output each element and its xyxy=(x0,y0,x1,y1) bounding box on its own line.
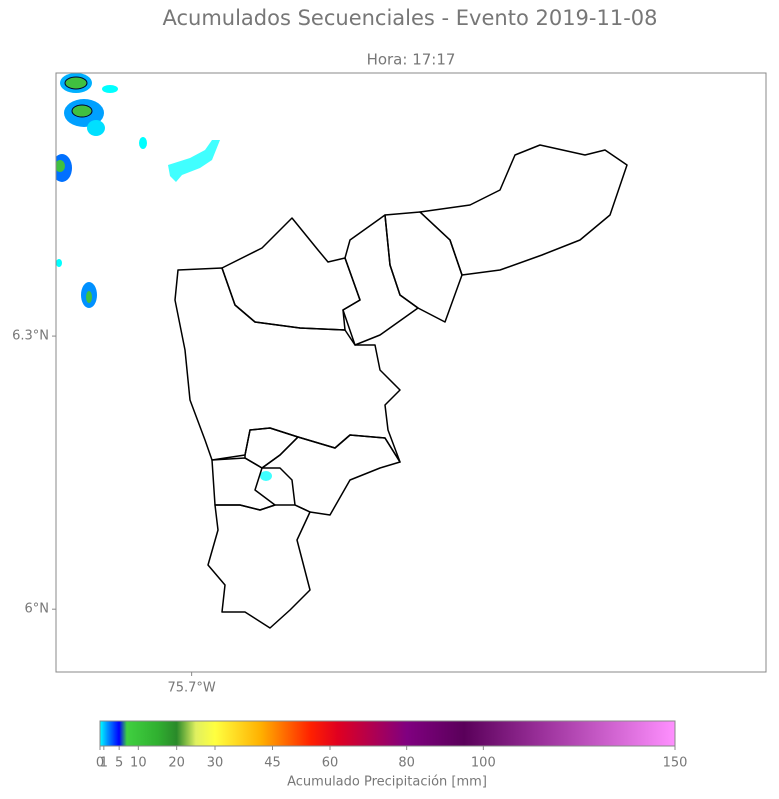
colorbar-tick-label: 60 xyxy=(322,756,339,771)
x-tick-label: 75.7°W xyxy=(167,681,215,696)
title: Acumulados Secuenciales - Evento 2019-11… xyxy=(162,6,657,30)
colorbar-tick-label: 100 xyxy=(471,756,496,771)
colorbar-tick-label: 45 xyxy=(264,756,281,771)
precipitation-field xyxy=(56,73,272,481)
colorbar-tick-label: 5 xyxy=(115,756,123,771)
colorbar xyxy=(99,720,676,747)
colorbar-tick-label: 10 xyxy=(130,756,147,771)
colorbar-tick-label: 1 xyxy=(100,756,108,771)
colorbar-tick-label: 80 xyxy=(398,756,415,771)
colorbar-tick-label: 0 xyxy=(96,756,104,771)
colorbar-label: Acumulado Precipitación [mm] xyxy=(287,775,487,790)
y-tick-label: 6.3°N xyxy=(12,329,49,344)
municipality-boundaries xyxy=(174,144,628,629)
colorbar-tick-label: 150 xyxy=(663,756,688,771)
colorbar-tick-label: 20 xyxy=(168,756,185,771)
subtitle: Hora: 17:17 xyxy=(367,51,456,69)
map-frame xyxy=(55,72,767,673)
colorbar-tick-label: 30 xyxy=(207,756,224,771)
y-tick-label: 6°N xyxy=(25,602,50,617)
